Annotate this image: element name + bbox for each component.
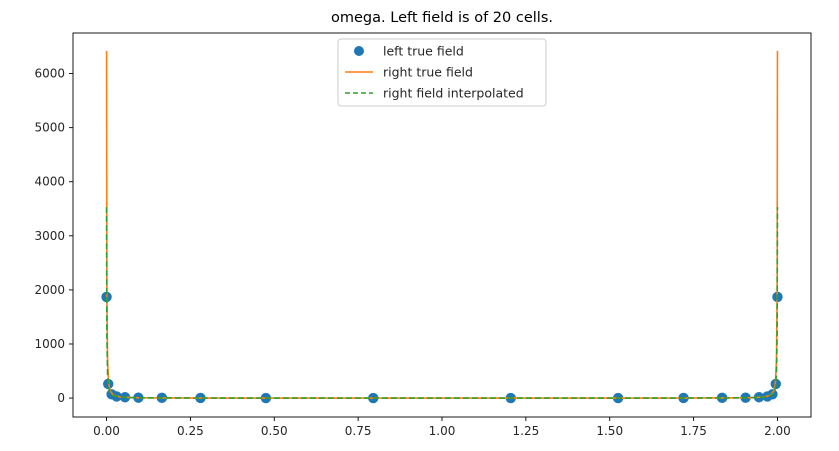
legend-label: right field interpolated bbox=[383, 86, 524, 101]
x-tick-label: 1.00 bbox=[429, 424, 456, 438]
x-tick-label: 1.25 bbox=[513, 424, 540, 438]
x-tick-label: 0.75 bbox=[345, 424, 372, 438]
legend-marker bbox=[354, 46, 364, 56]
y-tick-label: 0 bbox=[57, 391, 65, 405]
x-tick-label: 1.75 bbox=[680, 424, 707, 438]
series-line-right-field-interpolated bbox=[105, 207, 779, 399]
legend-label: right true field bbox=[383, 65, 473, 80]
y-tick-label: 3000 bbox=[34, 229, 65, 243]
y-tick-label: 2000 bbox=[34, 283, 65, 297]
series-layer bbox=[101, 50, 783, 404]
legend-entry: left true field bbox=[354, 44, 464, 59]
legend-entry: right true field bbox=[345, 65, 473, 80]
x-tick-label: 2.00 bbox=[764, 424, 791, 438]
axes: 0.00 0.25 0.50 0.75 1.00 1.25 1.50 1.75 2.00 0 100… bbox=[34, 67, 790, 438]
y-tick-label: 6000 bbox=[34, 67, 65, 81]
legend-label: left true field bbox=[383, 44, 464, 59]
chart-title: omega. Left field is of 20 cells. bbox=[331, 10, 553, 26]
series-left-true-field bbox=[101, 291, 783, 404]
x-tick-label: 0.00 bbox=[93, 424, 120, 438]
x-tick-label: 1.50 bbox=[596, 424, 623, 438]
legend-entry: right field interpolated bbox=[345, 86, 524, 101]
legend: left true field right true field right fie… bbox=[337, 38, 547, 107]
x-tick-label: 0.50 bbox=[261, 424, 288, 438]
y-tick-label: 5000 bbox=[34, 121, 65, 135]
y-tick-label: 4000 bbox=[34, 175, 65, 189]
x-tick-label: 0.25 bbox=[177, 424, 204, 438]
y-tick-label: 1000 bbox=[34, 337, 65, 351]
legend-box bbox=[337, 38, 547, 107]
